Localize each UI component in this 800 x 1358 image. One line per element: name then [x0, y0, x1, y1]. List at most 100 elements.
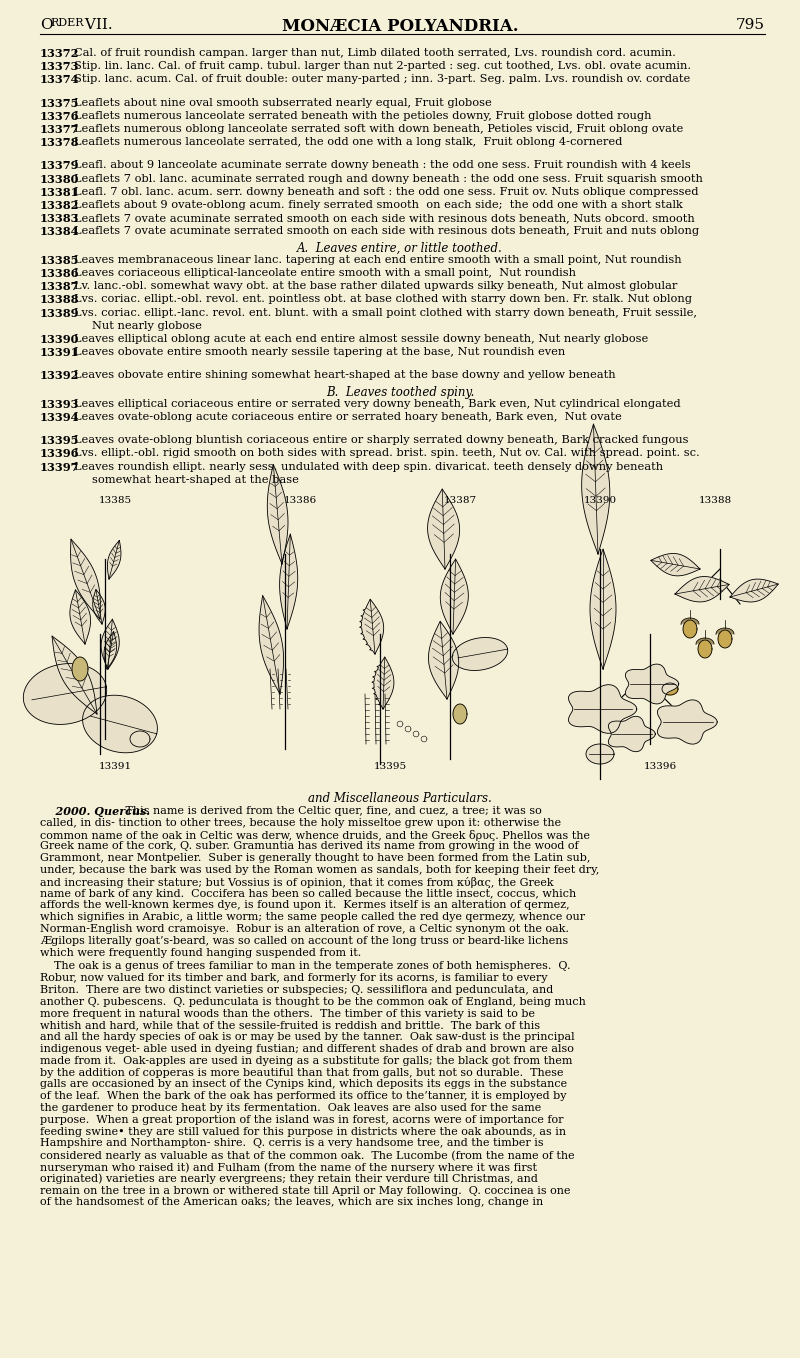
Text: affords the well-known kermes dye, is found upon it.  Kermes itself is an altera: affords the well-known kermes dye, is fo…	[40, 900, 570, 910]
Text: 13396: 13396	[40, 448, 79, 459]
Text: 13390: 13390	[40, 334, 79, 345]
Text: Leaves coriaceous elliptical-lanceolate entire smooth with a small point,  Nut r: Leaves coriaceous elliptical-lanceolate …	[74, 268, 576, 278]
Text: Cal. of fruit roundish campan. larger than nut, Limb dilated tooth serrated, Lvs: Cal. of fruit roundish campan. larger th…	[74, 48, 676, 58]
Text: considered nearly as valuable as that of the common oak.  The Lucombe (from the : considered nearly as valuable as that of…	[40, 1150, 574, 1161]
Polygon shape	[452, 637, 508, 671]
Text: 13373: 13373	[40, 61, 79, 72]
Polygon shape	[718, 630, 732, 648]
Polygon shape	[590, 549, 616, 669]
Polygon shape	[280, 534, 298, 629]
Polygon shape	[82, 695, 158, 752]
Text: 13388: 13388	[40, 295, 79, 306]
Text: Lvs. coriac. ellipt.-lanc. revol. ent. blunt. with a small point clothed with st: Lvs. coriac. ellipt.-lanc. revol. ent. b…	[74, 308, 697, 318]
Text: Leaves ovate-oblong bluntish coriaceous entire or sharply serrated downy beneath: Leaves ovate-oblong bluntish coriaceous …	[74, 435, 689, 445]
Polygon shape	[681, 618, 699, 623]
Polygon shape	[658, 699, 718, 744]
Text: 13395: 13395	[374, 762, 406, 771]
Polygon shape	[608, 716, 655, 752]
Text: This name is derived from the Celtic quer, fine, and cuez, a tree; it was so: This name is derived from the Celtic que…	[122, 807, 542, 816]
Text: by the addition of copperas is more beautiful than that from galls, but not so d: by the addition of copperas is more beau…	[40, 1067, 563, 1078]
Text: Leaves membranaceous linear lanc. tapering at each end entire smooth with a smal: Leaves membranaceous linear lanc. taperi…	[74, 255, 682, 265]
Text: Hampshire and Northampton- shire.  Q. cerris is a very handsome tree, and the ti: Hampshire and Northampton- shire. Q. cer…	[40, 1138, 544, 1149]
Polygon shape	[101, 619, 119, 669]
Polygon shape	[107, 540, 121, 579]
Polygon shape	[372, 657, 394, 709]
Text: 13385: 13385	[40, 255, 79, 266]
Polygon shape	[696, 638, 714, 644]
Text: Nut nearly globose: Nut nearly globose	[92, 320, 202, 331]
Text: 13372: 13372	[40, 48, 79, 58]
Text: Leafl. about 9 lanceolate acuminate serrate downy beneath : the odd one sess. Fr: Leafl. about 9 lanceolate acuminate serr…	[74, 160, 690, 170]
Polygon shape	[675, 577, 729, 602]
Text: 13386: 13386	[40, 268, 79, 278]
Text: Leaves obovate entire shining somewhat heart-shaped at the base downy and yellow: Leaves obovate entire shining somewhat h…	[74, 371, 616, 380]
Text: 13391: 13391	[40, 348, 80, 359]
Text: 13391: 13391	[98, 762, 131, 771]
Polygon shape	[730, 579, 778, 602]
Text: Leaflets 7 ovate acuminate serrated smooth on each side with resinous dots benea: Leaflets 7 ovate acuminate serrated smoo…	[74, 227, 699, 236]
Text: Lvs. coriac. ellipt.-obl. revol. ent. pointless obt. at base clothed with starry: Lvs. coriac. ellipt.-obl. revol. ent. po…	[74, 295, 692, 304]
Text: Stip. lin. lanc. Cal. of fruit camp. tubul. larger than nut 2-parted : seg. cut : Stip. lin. lanc. Cal. of fruit camp. tub…	[74, 61, 691, 71]
Polygon shape	[70, 589, 90, 644]
Polygon shape	[93, 589, 105, 623]
Polygon shape	[72, 657, 88, 680]
Text: 13384: 13384	[40, 227, 79, 238]
Polygon shape	[130, 731, 150, 747]
Text: 13383: 13383	[40, 213, 79, 224]
Text: 13374: 13374	[40, 75, 79, 86]
Text: Leaves roundish ellipt. nearly sess. undulated with deep spin. divaricat. teeth : Leaves roundish ellipt. nearly sess. und…	[74, 462, 663, 471]
Text: called, in dis- tinction to other trees, because the holy misseltoe grew upon it: called, in dis- tinction to other trees,…	[40, 818, 561, 828]
Text: 13394: 13394	[40, 411, 79, 422]
Text: 13375: 13375	[40, 98, 79, 109]
Text: 13387: 13387	[443, 496, 477, 505]
Text: RDER: RDER	[50, 18, 83, 29]
Text: indigenous veget- able used in dyeing fustian; and different shades of drab and : indigenous veget- able used in dyeing fu…	[40, 1044, 574, 1054]
Polygon shape	[259, 596, 283, 694]
Text: Leaves obovate entire smooth nearly sessile tapering at the base, Nut roundish e: Leaves obovate entire smooth nearly sess…	[74, 348, 566, 357]
Polygon shape	[586, 744, 614, 765]
Text: Grammont, near Montpelier.  Suber is generally thought to have been formed from : Grammont, near Montpelier. Suber is gene…	[40, 853, 590, 864]
Polygon shape	[453, 703, 467, 724]
Text: of the handsomest of the American oaks; the leaves, which are six inches long, c: of the handsomest of the American oaks; …	[40, 1198, 543, 1207]
Text: 13387: 13387	[40, 281, 79, 292]
Text: 13380: 13380	[40, 174, 79, 185]
Polygon shape	[716, 627, 734, 634]
Text: Leaflets numerous lanceolate serrated beneath with the petioles downy, Fruit glo: Leaflets numerous lanceolate serrated be…	[74, 111, 651, 121]
Text: and increasing their stature; but Vossius is of opinion, that it comes from κύβα: and increasing their stature; but Vossiu…	[40, 877, 554, 888]
Text: Lvs. ellipt.-obl. rigid smooth on both sides with spread. brist. spin. teeth, Nu: Lvs. ellipt.-obl. rigid smooth on both s…	[74, 448, 700, 459]
Text: 13377: 13377	[40, 124, 79, 134]
Polygon shape	[23, 664, 106, 724]
Polygon shape	[683, 621, 697, 638]
Text: 13395: 13395	[40, 435, 79, 447]
Text: Leaves elliptical coriaceous entire or serrated very downy beneath, Bark even, N: Leaves elliptical coriaceous entire or s…	[74, 399, 681, 409]
Polygon shape	[429, 622, 458, 699]
Text: 13397: 13397	[40, 462, 79, 473]
Polygon shape	[70, 539, 100, 619]
Text: Leaflets about 9 ovate-oblong acum. finely serrated smooth  on each side;  the o: Leaflets about 9 ovate-oblong acum. fine…	[74, 200, 682, 210]
Polygon shape	[582, 424, 610, 554]
Text: 13376: 13376	[40, 111, 79, 122]
Text: galls are occasioned by an insect of the Cynips kind, which deposits its eggs in: galls are occasioned by an insect of the…	[40, 1080, 567, 1089]
Text: The oak is a genus of trees familiar to man in the temperate zones of both hemis: The oak is a genus of trees familiar to …	[40, 961, 570, 971]
Text: Leaflets about nine oval smooth subserrated nearly equal, Fruit globose: Leaflets about nine oval smooth subserra…	[74, 98, 492, 107]
Text: 13385: 13385	[98, 496, 131, 505]
Polygon shape	[698, 640, 712, 659]
Text: Ægilops literally goat’s-beard, was so called on account of the long truss or be: Ægilops literally goat’s-beard, was so c…	[40, 936, 568, 945]
Text: nurseryman who raised it) and Fulham (from the name of the nursery where it was : nurseryman who raised it) and Fulham (fr…	[40, 1162, 537, 1172]
Text: originated) varieties are nearly evergreens; they retain their verdure till Chri: originated) varieties are nearly evergre…	[40, 1173, 538, 1184]
Text: purpose.  When a great proportion of the island was in forest, acorns were of im: purpose. When a great proportion of the …	[40, 1115, 563, 1124]
Text: B.  Leaves toothed spiny.: B. Leaves toothed spiny.	[326, 386, 474, 399]
Polygon shape	[662, 683, 678, 695]
Polygon shape	[427, 489, 460, 569]
Text: Stip. lanc. acum. Cal. of fruit double: outer many-parted ; inn. 3-part. Seg. pa: Stip. lanc. acum. Cal. of fruit double: …	[74, 75, 690, 84]
Text: 13382: 13382	[40, 200, 79, 210]
Text: Lv. lanc.-obl. somewhat wavy obt. at the base rather dilated upwards silky benea: Lv. lanc.-obl. somewhat wavy obt. at the…	[74, 281, 678, 291]
Text: MONÆCIA POLYANDRIA.: MONÆCIA POLYANDRIA.	[282, 18, 518, 35]
Text: Leaves elliptical oblong acute at each end entire almost sessile downy beneath, : Leaves elliptical oblong acute at each e…	[74, 334, 648, 344]
Text: 2000. Quercus.: 2000. Quercus.	[40, 807, 150, 818]
Text: 13390: 13390	[583, 496, 617, 505]
Text: 13396: 13396	[643, 762, 677, 771]
Polygon shape	[104, 631, 117, 669]
Text: and Miscellaneous Particulars.: and Miscellaneous Particulars.	[308, 792, 492, 805]
Polygon shape	[267, 464, 288, 564]
